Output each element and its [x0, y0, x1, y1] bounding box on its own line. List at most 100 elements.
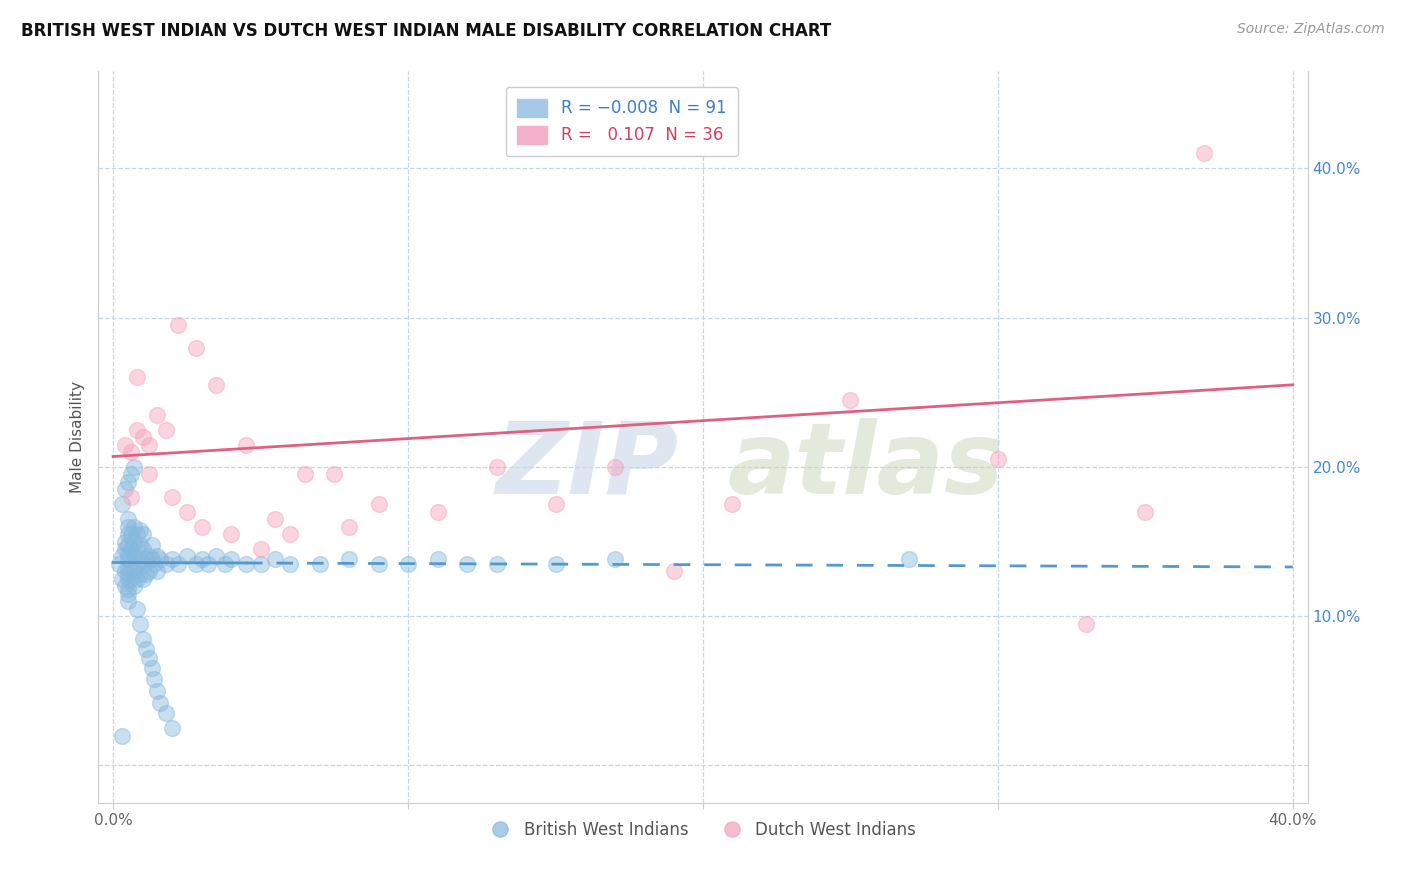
- Point: [176, 549, 198, 564]
- Point: [426, 505, 449, 519]
- Point: [128, 523, 150, 537]
- Point: [264, 552, 287, 566]
- Point: [146, 408, 169, 422]
- Text: atlas: atlas: [727, 417, 1004, 515]
- Text: ZIP: ZIP: [496, 417, 679, 515]
- Point: [146, 565, 169, 579]
- Point: [117, 547, 139, 561]
- Point: [122, 519, 145, 533]
- Point: [544, 557, 567, 571]
- Point: [114, 483, 136, 497]
- Point: [1076, 616, 1098, 631]
- Point: [190, 552, 212, 566]
- Point: [155, 557, 177, 571]
- Point: [131, 430, 153, 444]
- Point: [155, 423, 177, 437]
- Point: [114, 534, 136, 549]
- Point: [176, 505, 198, 519]
- Point: [146, 683, 169, 698]
- Point: [125, 572, 148, 586]
- Point: [128, 616, 150, 631]
- Point: [205, 377, 228, 392]
- Point: [367, 557, 389, 571]
- Point: [125, 542, 148, 557]
- Point: [117, 519, 139, 533]
- Point: [125, 601, 148, 615]
- Point: [337, 552, 360, 566]
- Point: [426, 552, 449, 566]
- Point: [235, 557, 257, 571]
- Point: [117, 594, 139, 608]
- Point: [278, 527, 301, 541]
- Point: [122, 534, 145, 549]
- Point: [337, 519, 360, 533]
- Point: [128, 552, 150, 566]
- Point: [1194, 146, 1216, 161]
- Point: [235, 437, 257, 451]
- Point: [120, 572, 142, 586]
- Point: [125, 423, 148, 437]
- Point: [603, 552, 626, 566]
- Point: [219, 552, 242, 566]
- Point: [122, 549, 145, 564]
- Point: [131, 572, 153, 586]
- Point: [117, 475, 139, 489]
- Point: [721, 497, 744, 511]
- Point: [114, 437, 136, 451]
- Point: [160, 552, 183, 566]
- Point: [184, 557, 207, 571]
- Point: [138, 651, 160, 665]
- Point: [111, 729, 134, 743]
- Point: [117, 512, 139, 526]
- Point: [323, 467, 346, 482]
- Point: [138, 565, 160, 579]
- Y-axis label: Male Disability: Male Disability: [70, 381, 86, 493]
- Text: BRITISH WEST INDIAN VS DUTCH WEST INDIAN MALE DISABILITY CORRELATION CHART: BRITISH WEST INDIAN VS DUTCH WEST INDIAN…: [21, 22, 831, 40]
- Point: [308, 557, 330, 571]
- Point: [117, 587, 139, 601]
- Point: [120, 527, 142, 541]
- Point: [149, 696, 172, 710]
- Point: [117, 552, 139, 566]
- Point: [114, 542, 136, 557]
- Point: [485, 459, 508, 474]
- Point: [111, 572, 134, 586]
- Point: [143, 557, 166, 571]
- Point: [264, 512, 287, 526]
- Point: [117, 572, 139, 586]
- Point: [278, 557, 301, 571]
- Point: [122, 579, 145, 593]
- Point: [120, 467, 142, 482]
- Point: [117, 527, 139, 541]
- Point: [131, 557, 153, 571]
- Point: [197, 557, 219, 571]
- Point: [138, 437, 160, 451]
- Point: [184, 341, 207, 355]
- Point: [108, 557, 131, 571]
- Point: [839, 392, 862, 407]
- Point: [138, 549, 160, 564]
- Point: [120, 542, 142, 557]
- Point: [125, 370, 148, 384]
- Point: [249, 557, 271, 571]
- Point: [214, 557, 236, 571]
- Point: [160, 721, 183, 735]
- Point: [155, 706, 177, 721]
- Point: [135, 552, 157, 566]
- Point: [141, 537, 163, 551]
- Text: Source: ZipAtlas.com: Source: ZipAtlas.com: [1237, 22, 1385, 37]
- Point: [128, 567, 150, 582]
- Point: [125, 527, 148, 541]
- Point: [456, 557, 478, 571]
- Point: [117, 561, 139, 575]
- Point: [117, 582, 139, 597]
- Point: [1135, 505, 1157, 519]
- Point: [128, 537, 150, 551]
- Point: [122, 565, 145, 579]
- Point: [146, 549, 169, 564]
- Point: [149, 552, 172, 566]
- Point: [249, 542, 271, 557]
- Point: [205, 549, 228, 564]
- Legend: British West Indians, Dutch West Indians: British West Indians, Dutch West Indians: [484, 814, 922, 846]
- Point: [143, 672, 166, 686]
